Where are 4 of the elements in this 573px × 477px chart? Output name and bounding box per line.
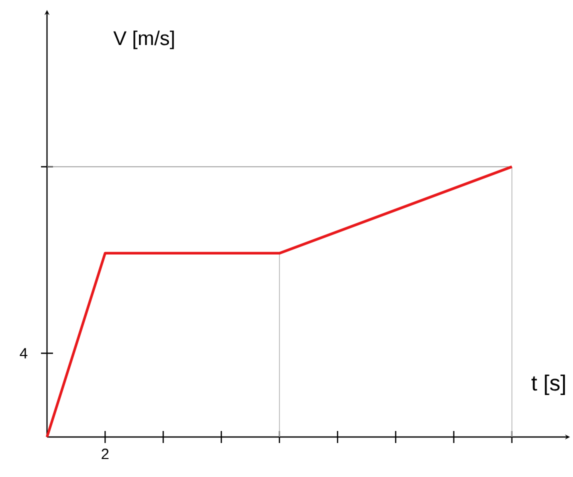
- x-axis-title: t [s]: [531, 374, 565, 396]
- text: V [m/s]: [113, 30, 174, 50]
- text: 2: [102, 448, 109, 460]
- text: 4: [20, 348, 28, 358]
